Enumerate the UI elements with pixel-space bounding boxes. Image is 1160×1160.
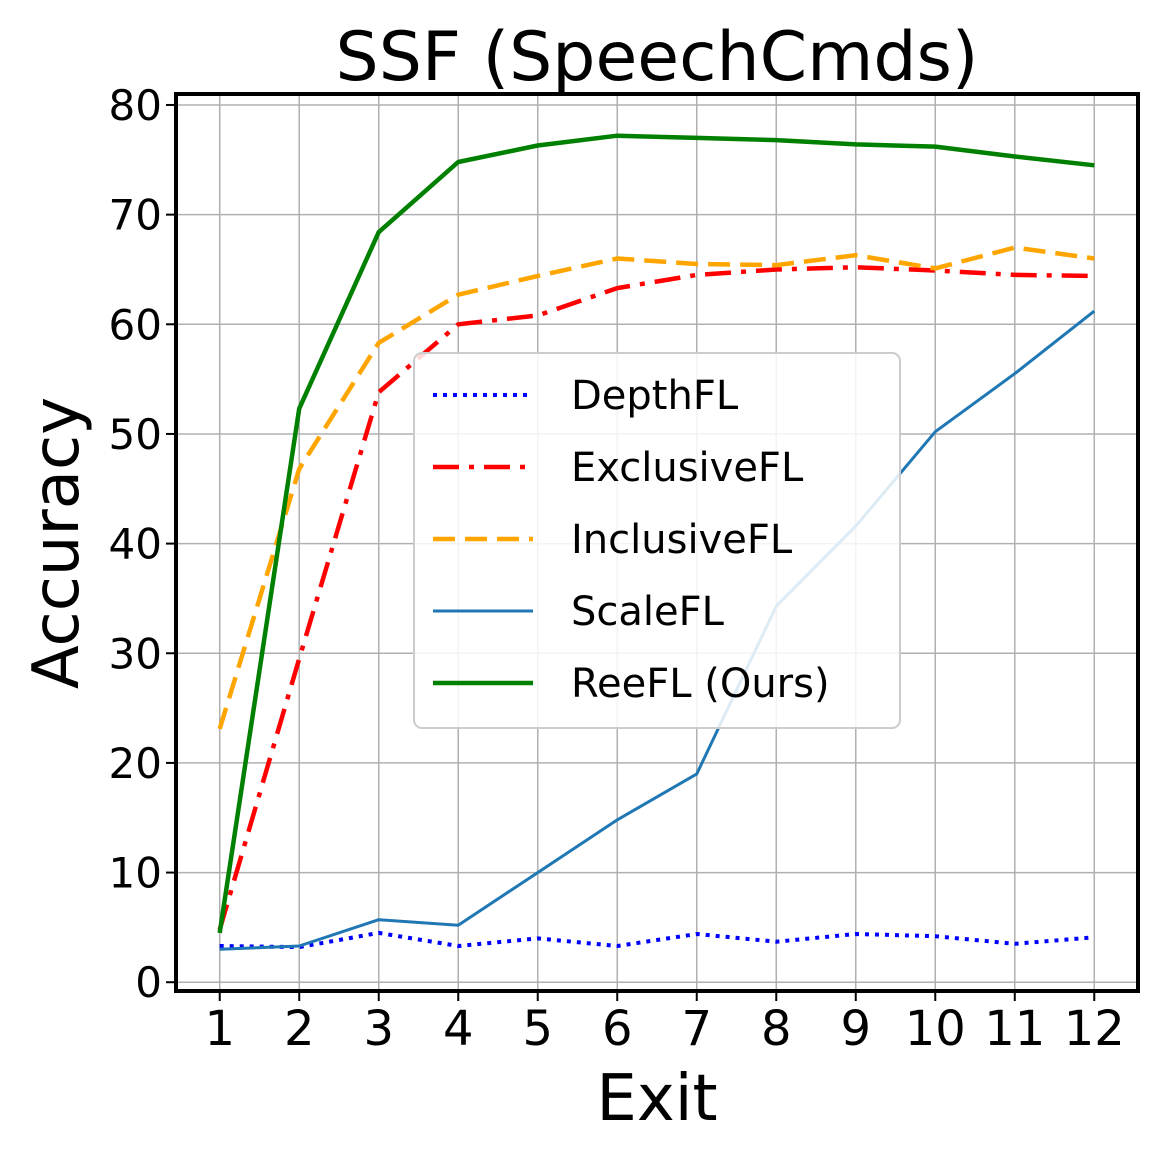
x-tick-label: 10	[905, 1001, 966, 1057]
y-axis-label: Accuracy	[20, 397, 94, 689]
plot-frame	[174, 92, 1140, 993]
series-line	[217, 245, 1095, 730]
series-lines	[217, 133, 1096, 951]
x-tick-label: 1	[204, 1001, 235, 1057]
series-line	[219, 309, 1096, 951]
x-tick-label: 12	[1064, 1001, 1125, 1057]
x-axis-label: Exit	[596, 1062, 717, 1136]
x-tick-label: 9	[840, 1001, 871, 1057]
y-tick-label: 60	[109, 300, 162, 349]
x-tick-label: 6	[602, 1001, 633, 1057]
legend-box	[413, 352, 901, 729]
series-line	[219, 930, 1095, 950]
x-tick-label: 11	[984, 1001, 1045, 1057]
legend-label: ScaleFL	[571, 589, 725, 635]
x-tick-label: 7	[681, 1001, 712, 1057]
y-tick-label: 40	[109, 520, 162, 569]
legend-label: InclusiveFL	[571, 517, 793, 563]
legend-label: ReeFL (Ours)	[571, 661, 830, 707]
legend-label: DepthFL	[571, 373, 739, 419]
y-tick-label: 80	[109, 81, 162, 130]
legend: DepthFL ExclusiveFL InclusiveFL ScaleFL ReeF…	[413, 352, 901, 729]
x-axis: 1 2 3 4 5 6 7 8 9 10 11 12	[204, 991, 1125, 1057]
x-tick-label: 5	[522, 1001, 553, 1057]
y-axis: 0 10 20 30 40 50 60 70 80	[109, 81, 176, 1007]
chart-title: SSF (SpeechCmds)	[336, 18, 979, 97]
x-tick-label: 8	[761, 1001, 792, 1057]
y-tick-label: 30	[109, 629, 162, 678]
y-tick-label: 50	[109, 410, 162, 459]
y-tick-label: 20	[109, 739, 162, 788]
y-tick-label: 70	[109, 191, 162, 240]
x-tick-label: 3	[363, 1001, 394, 1057]
series-line	[217, 133, 1095, 934]
x-tick-label: 2	[284, 1001, 315, 1057]
y-tick-label: 10	[109, 849, 162, 898]
legend-label: ExclusiveFL	[571, 445, 804, 491]
y-tick-label: 0	[135, 958, 162, 1007]
x-tick-label: 4	[443, 1001, 474, 1057]
series-line	[217, 265, 1095, 931]
